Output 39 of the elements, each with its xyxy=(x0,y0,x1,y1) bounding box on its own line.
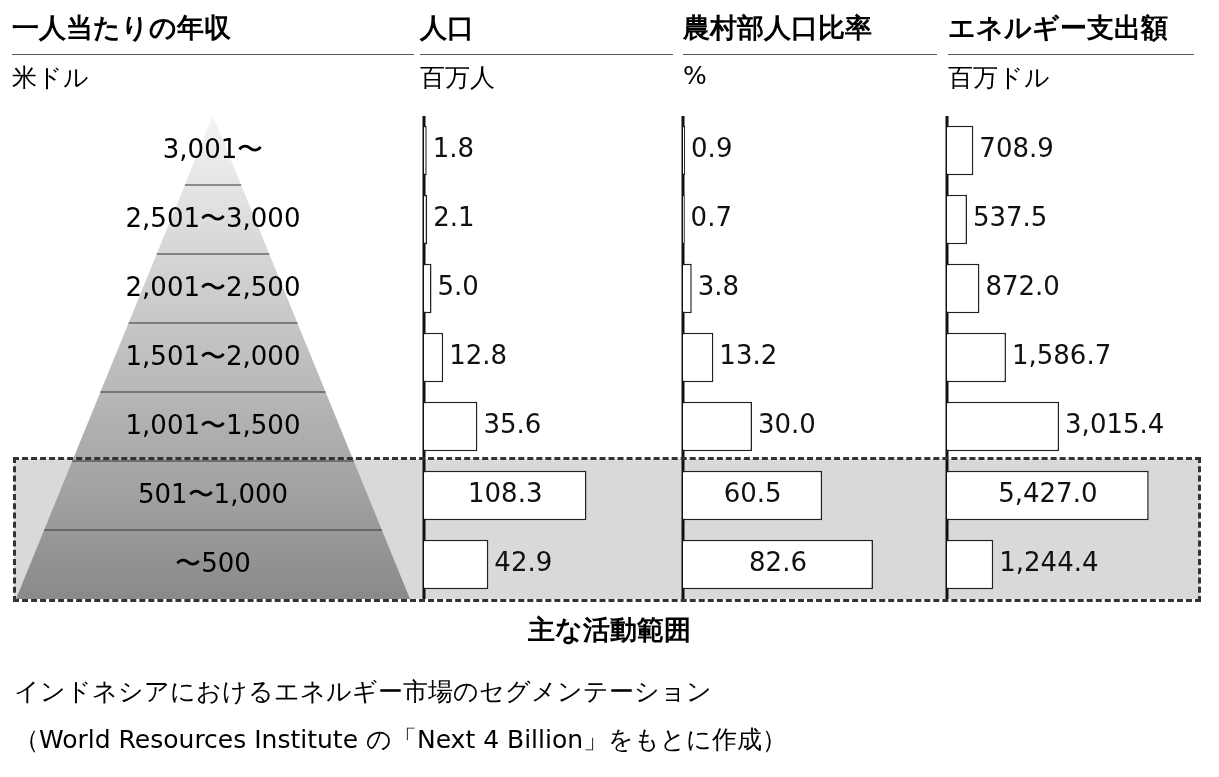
data-label: 30.0 xyxy=(758,409,816,440)
data-label: 537.5 xyxy=(972,202,1048,233)
data-label: 0.7 xyxy=(690,202,732,233)
category-label: 3,001〜 xyxy=(161,133,265,166)
data-label: 1.8 xyxy=(432,133,475,164)
category-label: 2,501〜3,000 xyxy=(124,202,302,235)
data-label: 35.6 xyxy=(483,409,542,440)
data-label: 108.3 xyxy=(468,478,543,509)
data-label: 0.9 xyxy=(691,133,733,164)
chart-title: エネルギー支出額 xyxy=(948,10,1194,55)
data-label: 2.1 xyxy=(433,202,475,233)
category-label: 2,001〜2,500 xyxy=(124,271,302,304)
data-label: 13.2 xyxy=(719,340,778,371)
data-label: 3,015.4 xyxy=(1065,409,1165,440)
data-label: 1,586.7 xyxy=(1011,340,1112,371)
data-label: 82.6 xyxy=(749,547,807,578)
data-label: 42.9 xyxy=(494,547,553,578)
category-label: 501〜1,000 xyxy=(136,478,290,511)
category-label: 1,501〜2,000 xyxy=(124,340,302,373)
text: 米ドル xyxy=(12,62,90,94)
chart-title: 農村部人口比率 xyxy=(683,10,937,55)
data-label: 1,244.4 xyxy=(999,547,1099,578)
data-label: 5.0 xyxy=(437,271,479,302)
chart-subtitle: 百万人 xyxy=(420,62,496,94)
data-label: 708.9 xyxy=(979,133,1054,164)
data-label: 872.0 xyxy=(985,271,1060,302)
chart-subtitle: 百万ドル xyxy=(948,62,1051,94)
chart-subtitle: % xyxy=(683,61,708,90)
text: 一人当たりの年収 xyxy=(12,10,414,55)
category-label: 1,001〜1,500 xyxy=(124,409,302,442)
text: 主な活動範囲 xyxy=(527,613,692,647)
data-label: 5,427.0 xyxy=(998,478,1098,509)
text: （World Resources Institute の「Next 4 Billion」をもとに作成） xyxy=(14,724,788,756)
data-label: 3.8 xyxy=(697,271,740,302)
data-label: 60.5 xyxy=(723,478,782,509)
category-label: 〜500 xyxy=(174,547,252,580)
text: インドネシアにおけるエネルギー市場のセグメンテーション xyxy=(14,676,712,708)
chart-title: 人口 xyxy=(420,10,673,55)
data-label: 12.8 xyxy=(449,340,508,371)
